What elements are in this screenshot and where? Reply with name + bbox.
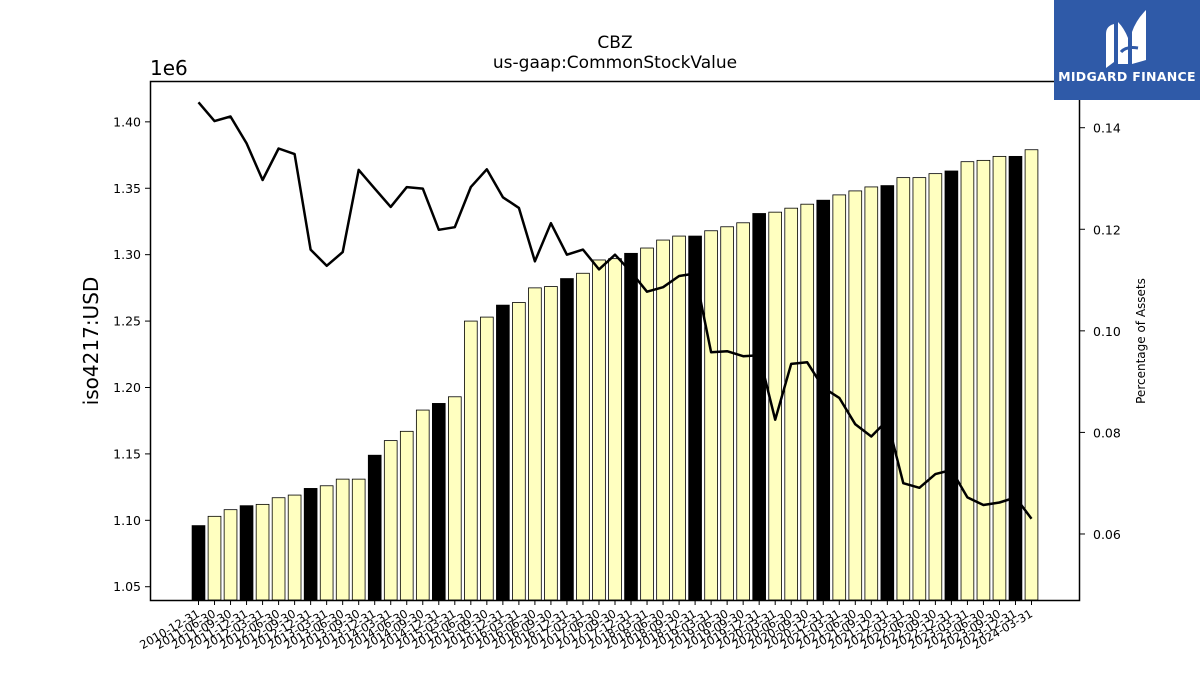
y-scale-label: 1e6: [150, 56, 188, 80]
bar-2010-12-31: [191, 525, 206, 601]
bar-2018-12-31: [704, 230, 718, 601]
bar-2016-12-31: [576, 272, 590, 601]
y-tick-label: 1.20: [113, 380, 141, 395]
y-axis-label: iso4217:USD: [79, 277, 103, 406]
bar-2018-03-31: [656, 239, 670, 601]
bar-2017-12-31: [640, 247, 654, 601]
bar-2011-12-31: [255, 503, 270, 601]
bar-2023-12-31: [1024, 149, 1039, 601]
percentage-of-assets-line: [197, 101, 1033, 520]
bar-2021-12-31: [896, 177, 911, 601]
bar-2019-06-30: [736, 222, 750, 601]
y-tick-label: 1.35: [113, 181, 141, 196]
bar-2013-03-31: [335, 478, 350, 601]
x-axis-ticks: 2010-12-312011-06-302011-09-302011-12-31…: [137, 600, 1035, 652]
bar-2022-09-30: [944, 170, 959, 601]
chart-title: CBZ: [597, 33, 632, 53]
bar-2014-06-30: [415, 409, 430, 601]
bar-2021-06-30: [864, 186, 879, 601]
bar-2015-12-31: [512, 302, 526, 601]
bar-2018-06-30: [672, 235, 686, 601]
y2-tick-label: 0.12: [1093, 222, 1121, 237]
bar-2011-09-30: [239, 505, 254, 601]
bar-2023-06-30: [992, 155, 1007, 601]
bar-2013-12-31: [383, 440, 398, 601]
bar-series: [191, 149, 1039, 601]
y-tick-label: 1.40: [113, 114, 141, 129]
bar-2015-09-30: [496, 304, 510, 601]
bar-2020-03-31: [784, 207, 799, 601]
bar-2016-03-31: [528, 287, 542, 601]
bar-2019-09-30: [752, 213, 766, 601]
left-axis-ticks: 1.05 1.10 1.15 1.20 1.25 1.30 1.35 1.40: [113, 114, 151, 594]
bar-2017-06-30: [608, 258, 622, 601]
bar-2020-06-30: [800, 203, 815, 601]
y-tick-label: 1.10: [113, 513, 141, 528]
y-tick-label: 1.30: [113, 247, 141, 262]
y2-tick-label: 0.10: [1093, 324, 1121, 339]
bar-2020-09-30: [816, 199, 831, 601]
bar-2014-03-31: [399, 430, 414, 601]
logo-text: MIDGARD FINANCE: [1058, 69, 1196, 84]
bar-2013-09-30: [367, 454, 382, 601]
bar-2019-03-31: [720, 226, 734, 601]
bar-2012-06-30: [287, 494, 302, 601]
bar-2011-06-30: [223, 509, 238, 601]
midgard-finance-logo: MIDGARD FINANCE: [1054, 0, 1200, 100]
y2-tick-label: 0.14: [1093, 121, 1121, 136]
chart-subtitle: us-gaap:CommonStockValue: [493, 53, 737, 73]
bar-2012-12-31: [319, 485, 334, 601]
y2-tick-label: 0.08: [1093, 425, 1121, 440]
bar-2011-03-31: [207, 515, 222, 601]
bar-2021-03-31: [848, 190, 863, 601]
bar-2022-06-30: [928, 173, 943, 601]
bar-2022-03-31: [912, 177, 927, 601]
y2-axis-label: Percentage of Assets: [1134, 278, 1148, 404]
bar-2016-06-30: [544, 286, 558, 601]
bar-2013-06-30: [351, 478, 366, 601]
bar-2023-03-31: [976, 159, 991, 601]
bar-2021-09-30: [880, 185, 895, 601]
y2-tick-label: 0.06: [1093, 527, 1121, 542]
bar-2017-09-30: [624, 252, 638, 601]
bar-2022-12-31: [960, 161, 975, 601]
y-tick-label: 1.05: [113, 579, 141, 594]
logo-mark-icon: [1106, 10, 1146, 68]
right-axis-ticks: 0.06 0.08 0.10 0.12 0.14: [1079, 121, 1121, 542]
bar-2015-06-30: [480, 316, 494, 601]
bar-2017-03-31: [592, 259, 606, 601]
bar-2015-03-31: [464, 320, 478, 601]
bar-2023-09-30: [1008, 155, 1023, 601]
bar-2014-12-31: [448, 396, 462, 601]
y-tick-label: 1.25: [113, 314, 141, 329]
bar-2014-09-30: [431, 403, 446, 601]
bar-2012-09-30: [303, 488, 318, 601]
bar-2012-03-31: [271, 497, 286, 601]
y-tick-label: 1.15: [113, 446, 141, 461]
bar-2016-09-30: [560, 278, 574, 601]
